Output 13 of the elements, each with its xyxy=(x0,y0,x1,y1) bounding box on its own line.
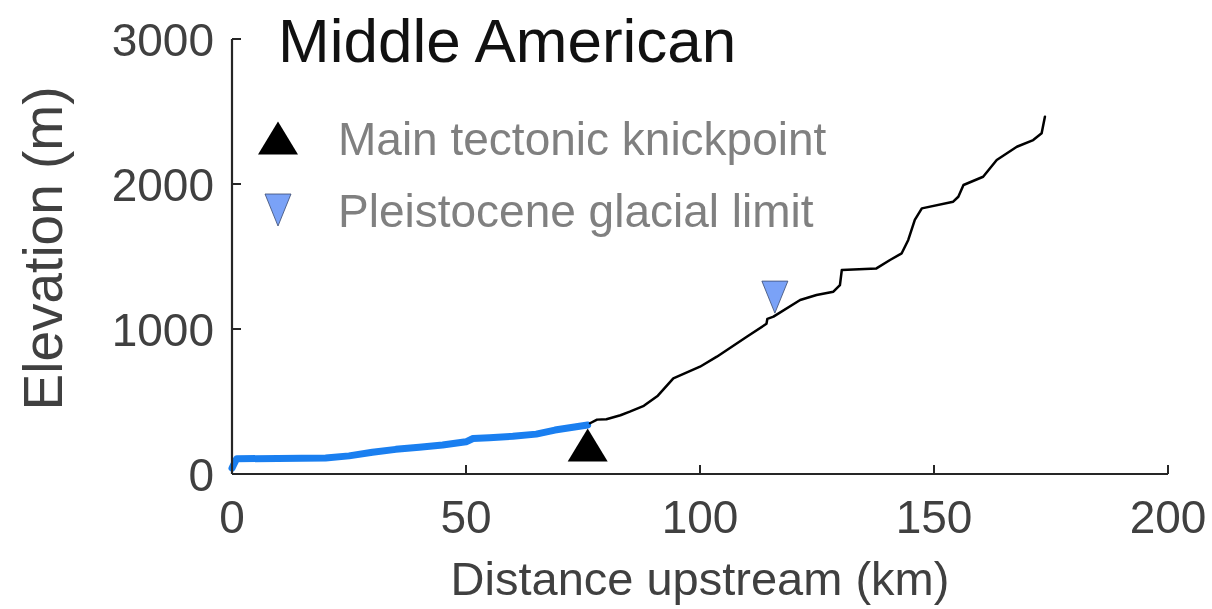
legend-label: Pleistocene glacial limit xyxy=(338,184,814,237)
x-tick-label: 200 xyxy=(1129,491,1207,543)
legend-label: Main tectonic knickpoint xyxy=(338,112,827,165)
x-tick-label: 50 xyxy=(440,491,492,543)
y-axis-title: Elevation (m) xyxy=(12,86,74,411)
x-tick-label: 150 xyxy=(895,491,973,543)
chart-title: Middle American xyxy=(278,6,737,75)
y-tick-label: 2000 xyxy=(111,158,214,211)
y-tick-label: 0 xyxy=(188,448,214,501)
x-axis-title: Distance upstream (km) xyxy=(450,552,950,605)
x-tick-label: 100 xyxy=(661,491,739,543)
y-tick-label: 3000 xyxy=(111,13,214,66)
y-tick-label: 1000 xyxy=(111,303,214,356)
